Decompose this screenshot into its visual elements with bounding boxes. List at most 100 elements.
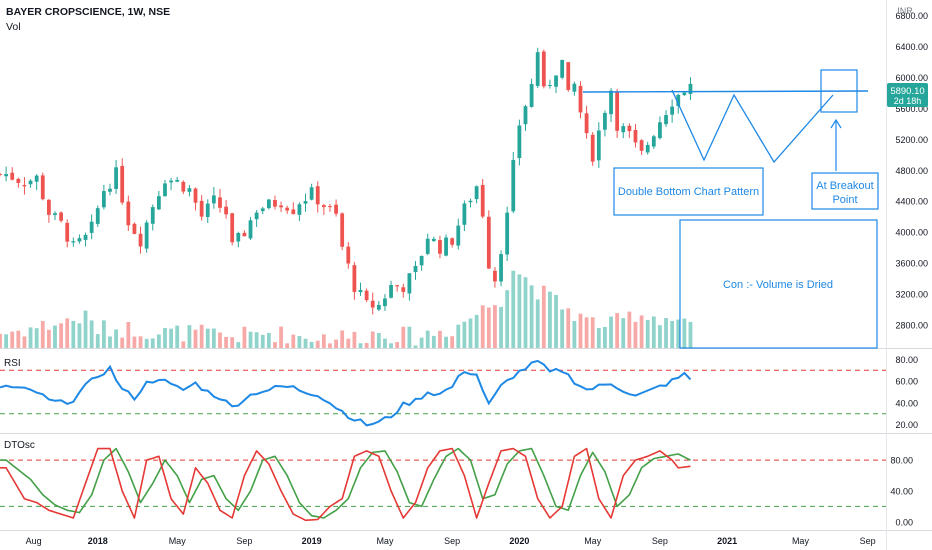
volume-bar <box>590 317 595 348</box>
volume-bar <box>156 334 161 348</box>
candle-body <box>352 265 357 292</box>
time-tick-label: May <box>169 536 187 546</box>
candle-body <box>77 238 82 242</box>
volume-bar <box>603 326 607 348</box>
annotation-layer: Double Bottom Chart Pattern At Breakout … <box>582 69 879 349</box>
volume-bar <box>676 319 681 348</box>
candle-body <box>187 188 192 192</box>
breakout-label-box[interactable] <box>811 172 879 210</box>
candle-body <box>4 174 9 177</box>
candle-body <box>211 195 216 204</box>
volume-bar <box>651 316 656 348</box>
symbol-title[interactable]: BAYER CROPSCIENCE, 1W, NSE <box>6 6 170 18</box>
price-axis[interactable]: 6800.00 6400.00 6000.00 5600.00 5200.00 4800.… <box>895 11 928 330</box>
volume-bar <box>493 305 497 348</box>
candle-body <box>444 237 448 256</box>
candle-body <box>413 265 418 273</box>
candle-body <box>95 208 100 224</box>
volume-bar <box>664 318 668 348</box>
volume-bar <box>621 318 626 348</box>
candle-body <box>658 122 662 139</box>
resistance-line[interactable] <box>582 90 869 93</box>
volume-bar <box>242 326 247 348</box>
volume-bar <box>370 331 375 348</box>
volume-bar <box>554 294 558 348</box>
candle-body <box>101 191 106 208</box>
volume-dried-label: Con :- Volume is Dried <box>723 279 833 291</box>
candle-body <box>297 204 302 215</box>
volume-bar <box>633 321 638 348</box>
candle-body <box>633 129 638 143</box>
volume-bar <box>658 325 662 348</box>
candle-body <box>609 90 613 115</box>
price-tick-label: 6400.00 <box>895 42 928 52</box>
candle-body <box>328 206 332 208</box>
candle-body <box>175 179 180 182</box>
currency-label: INR <box>897 6 913 16</box>
candle-body <box>578 85 583 113</box>
volume-bar <box>395 342 400 348</box>
dtosc-tick-label: 0.00 <box>895 517 913 527</box>
candle-body <box>572 83 577 92</box>
dtosc-tick-label: 80.00 <box>890 456 913 466</box>
volume-bar <box>401 326 406 348</box>
price-tick-label: 5200.00 <box>895 135 928 145</box>
candle-body <box>401 287 406 292</box>
dtosc-axis[interactable]: 80.00 40.00 0.00 <box>890 456 913 528</box>
candle-body <box>584 113 589 134</box>
volume-bar <box>175 325 180 348</box>
candle-body <box>285 207 290 211</box>
volume-indicator-label[interactable]: Vol <box>6 21 21 33</box>
dtosc-tick-label: 40.00 <box>890 486 913 496</box>
candle-body <box>370 300 375 308</box>
candle-body <box>383 298 387 307</box>
candle-body <box>358 289 363 293</box>
volume-bar <box>40 321 45 348</box>
candle-body <box>407 273 412 294</box>
dtosc-slow-line <box>0 447 691 519</box>
dtosc-series <box>0 447 691 522</box>
volume-bar <box>230 337 235 348</box>
volume-bar <box>383 338 387 348</box>
volume-bar <box>273 342 277 348</box>
volume-bar <box>22 336 27 348</box>
volume-bar <box>138 336 143 348</box>
rsi-axis[interactable]: 80.00 60.00 40.00 20.00 <box>895 355 918 430</box>
candle-body <box>53 213 57 215</box>
price-tag[interactable] <box>887 83 928 107</box>
double-bottom-label-box[interactable] <box>613 167 764 216</box>
breakout-arrow-head <box>830 118 842 129</box>
price-tick-label: 4400.00 <box>895 197 928 207</box>
volume-bar <box>0 333 2 348</box>
volume-bar <box>499 306 503 348</box>
volume-bar <box>340 330 345 348</box>
rsi-indicator-label[interactable]: RSI <box>4 358 21 369</box>
candle-body <box>260 208 265 212</box>
candle-body <box>425 238 430 254</box>
candle-body <box>181 181 186 192</box>
dtosc-indicator-label[interactable]: DTOsc <box>4 440 35 451</box>
candle-body <box>224 206 228 215</box>
volume-bar <box>199 324 204 348</box>
volume-bar <box>438 330 442 348</box>
volume-dried-box[interactable] <box>679 219 878 349</box>
volume-bar <box>535 299 540 348</box>
breakout-highlight-box[interactable] <box>820 69 858 113</box>
candle-body <box>395 285 400 287</box>
double-bottom-w-pattern[interactable] <box>671 89 834 164</box>
candle-body <box>450 238 455 245</box>
volume-bar <box>114 329 118 348</box>
volume-bar <box>645 320 650 348</box>
time-tick-label: May <box>792 536 810 546</box>
volume-bar <box>609 316 613 348</box>
time-tick-label: May <box>584 536 602 546</box>
time-axis[interactable]: Aug 2018 May Sep 2019 May Sep 2020 May Sep 2021 May… <box>26 536 876 546</box>
candle-body <box>71 241 76 243</box>
rsi-tick-label: 80.00 <box>895 355 918 365</box>
volume-bar <box>266 332 271 348</box>
volume-bar <box>419 337 424 348</box>
candle-body <box>169 180 173 183</box>
volume-bar <box>83 310 88 348</box>
time-tick-label: 2020 <box>509 536 529 546</box>
